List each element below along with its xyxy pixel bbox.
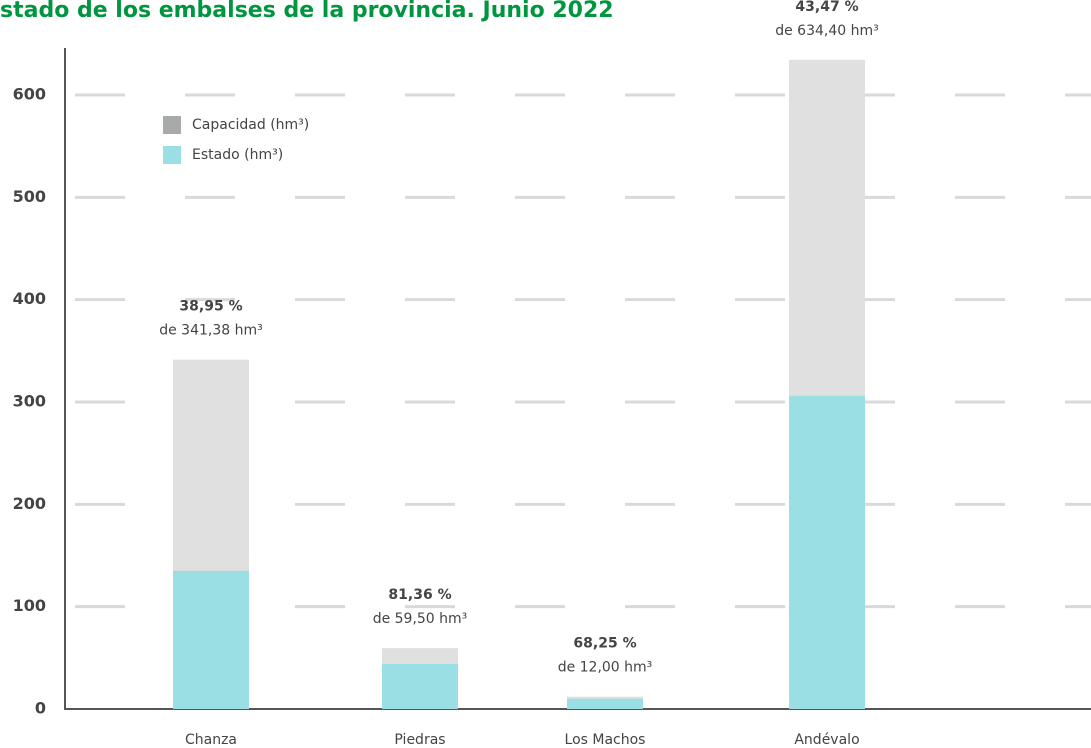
legend-swatch [163, 146, 181, 164]
y-tick-label: 400 [13, 289, 46, 308]
y-tick-label: 600 [13, 85, 46, 104]
legend-swatch [163, 116, 181, 134]
percent-label: 38,95 % [179, 299, 242, 315]
x-tick-label: Piedras [394, 732, 445, 748]
capacity-label: de 59,50 hm³ [373, 611, 468, 627]
y-tick-label: 0 [35, 699, 46, 718]
capacity-label: de 341,38 hm³ [159, 323, 263, 339]
capacity-label: de 634,40 hm³ [775, 23, 879, 39]
bar [382, 663, 458, 709]
legend-label: Estado (hm³) [192, 147, 283, 163]
y-tick-label: 100 [13, 596, 46, 615]
bar [173, 570, 249, 709]
x-tick-label: Chanza [185, 732, 237, 748]
y-tick-label: 300 [13, 392, 46, 411]
chart-title: stado de los embalses de la provincia. J… [0, 0, 614, 23]
y-tick-label: 500 [13, 187, 46, 206]
x-tick-label: Andévalo [794, 732, 859, 748]
x-tick-label: Los Machos [565, 732, 646, 748]
legend-label: Capacidad (hm³) [192, 117, 309, 133]
percent-label: 68,25 % [573, 636, 636, 652]
bar [789, 395, 865, 709]
percent-label: 43,47 % [795, 0, 858, 15]
bar [567, 698, 643, 709]
percent-label: 81,36 % [388, 587, 451, 603]
y-tick-label: 200 [13, 494, 46, 513]
capacity-label: de 12,00 hm³ [558, 660, 653, 676]
